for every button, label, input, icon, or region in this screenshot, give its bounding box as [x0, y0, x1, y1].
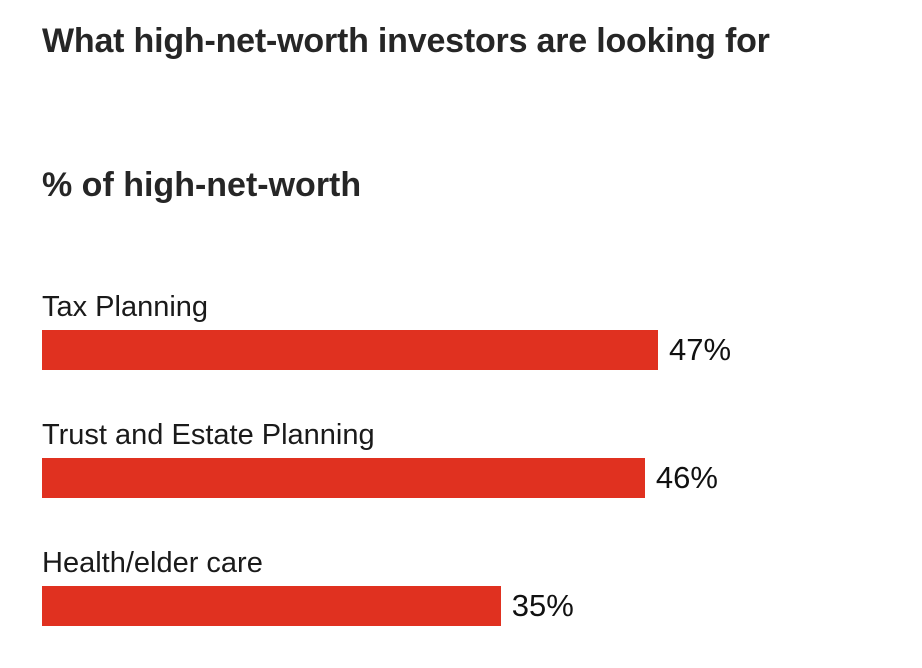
bar-value-label: 46% [655, 460, 718, 495]
chart-subtitle: % of high-net-worth [42, 166, 362, 204]
bar [42, 330, 658, 370]
bar-group: Health/elder care 35% [42, 547, 902, 637]
bar-value-label: 35% [511, 588, 574, 623]
bar-group: Tax Planning 47% [42, 291, 902, 381]
bar [42, 586, 501, 626]
bar-category-label: Trust and Estate Planning [42, 419, 375, 451]
bar-category-label: Tax Planning [42, 291, 209, 323]
bar-category-label: Health/elder care [42, 547, 263, 579]
bar [42, 458, 645, 498]
bar-value-label: 47% [669, 332, 732, 367]
bar-group: Trust and Estate Planning 46% [42, 419, 902, 509]
chart-title: What high-net-worth investors are lookin… [42, 22, 770, 60]
